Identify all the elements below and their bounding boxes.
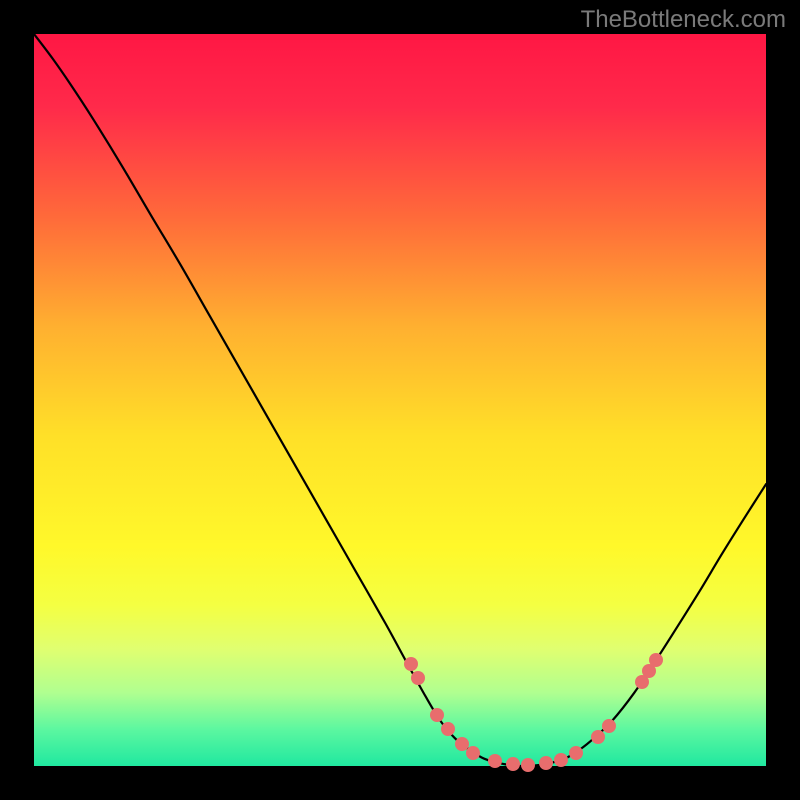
data-marker (466, 746, 480, 760)
data-marker (569, 746, 583, 760)
watermark-text: TheBottleneck.com (581, 6, 786, 34)
data-marker (521, 758, 535, 772)
plot-area (34, 34, 766, 766)
data-marker (539, 756, 553, 770)
data-marker (430, 708, 444, 722)
data-marker (488, 754, 502, 768)
data-marker (506, 757, 520, 771)
data-marker (441, 722, 455, 736)
data-marker (404, 657, 418, 671)
data-marker (591, 730, 605, 744)
data-marker (649, 653, 663, 667)
data-marker (602, 719, 616, 733)
